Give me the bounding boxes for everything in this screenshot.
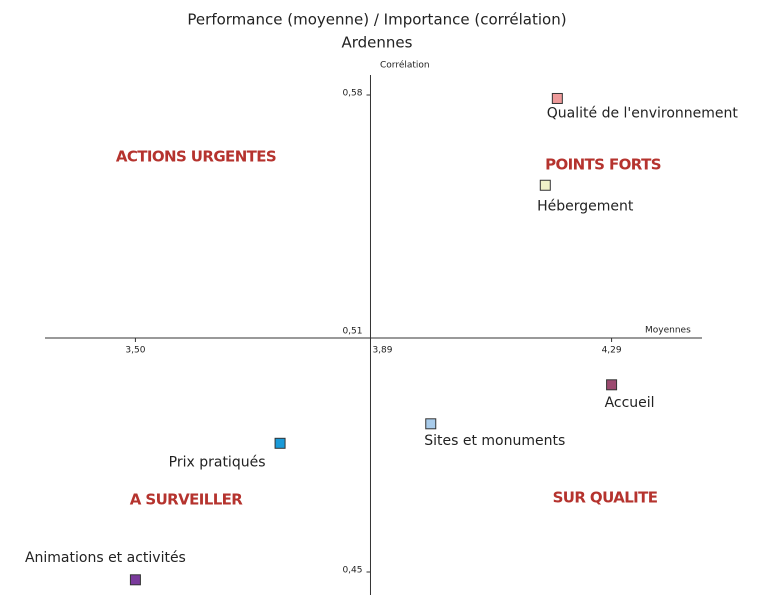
- point-label: Hébergement: [537, 198, 634, 214]
- y-tick-label: 0,51: [342, 327, 362, 337]
- x-tick-label: 4,29: [602, 346, 622, 356]
- y-tick-label: 0,58: [342, 89, 362, 99]
- y-tick-label: 0,45: [342, 566, 362, 576]
- quadrant-label: A SURVEILLER: [130, 491, 244, 509]
- chart-subtitle: Ardennes: [342, 34, 413, 52]
- point: [274, 437, 286, 449]
- point: [539, 179, 551, 191]
- chart-title: Performance (moyenne) / Importance (corr…: [187, 11, 566, 29]
- point: [425, 418, 437, 430]
- point-label: Prix pratiqués: [169, 454, 266, 470]
- x-tick-label: 3,50: [125, 346, 145, 356]
- x-axis-label: Moyennes: [645, 326, 691, 336]
- point-label: Animations et activités: [25, 550, 186, 566]
- y-axis-label: Corrélation: [380, 60, 430, 71]
- point-label: Qualité de l'environnement: [547, 105, 739, 121]
- point: [551, 92, 563, 104]
- quadrant-label: POINTS FORTS: [545, 156, 661, 174]
- point: [129, 574, 141, 586]
- quadrant-label: SUR QUALITE: [553, 489, 658, 507]
- x-tick-label: 3,89: [372, 346, 392, 356]
- point-label: Accueil: [605, 395, 655, 411]
- quadrant-label: ACTIONS URGENTES: [116, 148, 276, 166]
- point: [606, 379, 618, 391]
- point-label: Sites et monuments: [424, 433, 565, 449]
